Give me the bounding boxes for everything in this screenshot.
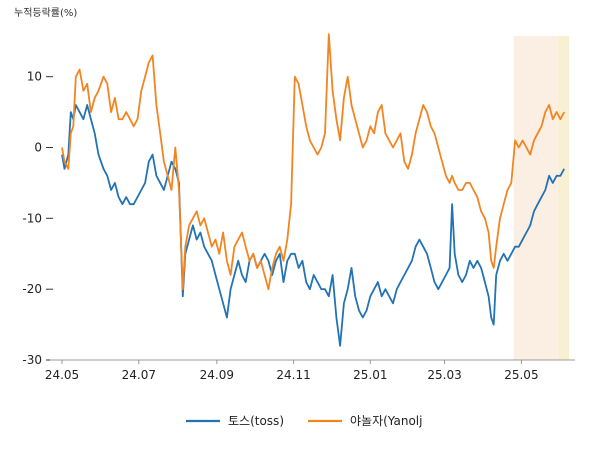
x-tick-label: 24.07 (122, 368, 156, 382)
y-axis-unit-label: 누적등락률(%) (14, 7, 77, 19)
x-tick-label: 24.09 (200, 368, 234, 382)
series-line-2 (61, 33, 565, 291)
x-tick-label: 25.01 (353, 368, 387, 382)
legend-label-1: 토스(toss) (228, 414, 284, 428)
series-line-1 (61, 104, 565, 347)
y-tick-label: 0 (34, 141, 42, 155)
x-tick-label: 25.05 (504, 368, 538, 382)
x-tick-label: 25.03 (427, 368, 461, 382)
y-tick-label: 10 (27, 70, 42, 84)
legend-label-2: 야놀자(Yanolj (350, 414, 422, 428)
y-tick-label: -30 (22, 353, 42, 367)
x-tick-label: 24.05 (45, 368, 79, 382)
y-tick-label: -20 (22, 282, 42, 296)
highlight-band-1 (513, 36, 558, 360)
x-tick-label: 24.11 (276, 368, 310, 382)
y-tick-label: -10 (22, 211, 42, 225)
highlight-band-2 (557, 36, 570, 360)
